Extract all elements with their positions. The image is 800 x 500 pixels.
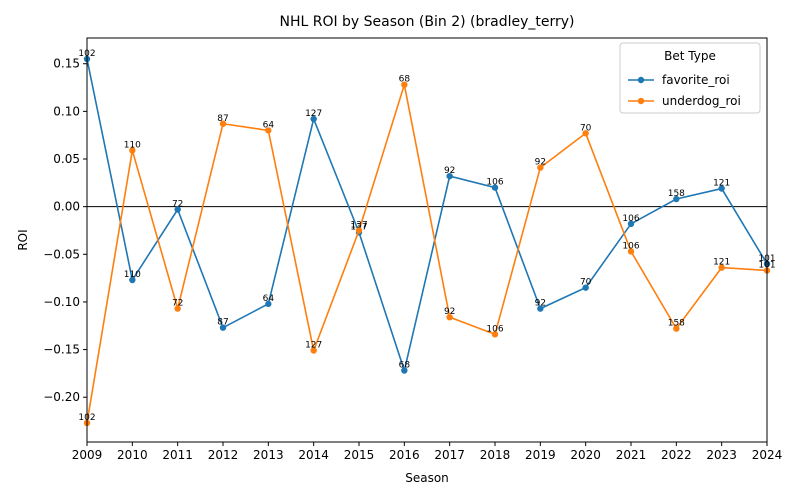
data-label: 72 xyxy=(172,200,183,210)
legend-title: Bet Type xyxy=(664,49,716,63)
legend-label-favorite_roi: favorite_roi xyxy=(662,73,730,87)
data-label: 68 xyxy=(399,361,411,371)
y-tick-label: −0.15 xyxy=(43,343,80,357)
y-axis: −0.20 −0.15 −0.10 −0.05 0.00 0.05 0.10 0.15 xyxy=(43,57,87,404)
x-tick-label: 2024 xyxy=(752,448,783,462)
data-point xyxy=(537,164,544,171)
plot-area: 1021107287641271376892106927010615812110… xyxy=(43,37,783,462)
x-tick-label: 2019 xyxy=(525,448,556,462)
data-label: 87 xyxy=(217,114,228,124)
chart-title: NHL ROI by Season (Bin 2) (bradley_terry… xyxy=(279,14,574,30)
x-tick-label: 2020 xyxy=(570,448,601,462)
x-tick-label: 2012 xyxy=(208,448,239,462)
data-label: 121 xyxy=(713,258,730,268)
legend-marker-favorite_roi xyxy=(637,76,645,84)
y-tick-label: −0.10 xyxy=(43,295,80,309)
y-tick-label: 0.00 xyxy=(53,200,80,214)
data-point xyxy=(537,305,544,312)
x-tick-label: 2023 xyxy=(706,448,737,462)
data-label: 92 xyxy=(535,158,546,168)
data-point xyxy=(129,147,136,154)
x-tick-label: 2010 xyxy=(117,448,148,462)
data-point xyxy=(174,206,181,213)
data-point xyxy=(627,248,635,255)
data-label: 64 xyxy=(263,294,275,304)
data-label: 92 xyxy=(535,299,546,309)
data-label: 121 xyxy=(713,179,730,189)
data-label: 92 xyxy=(444,166,455,176)
data-point xyxy=(401,81,408,88)
data-label: 106 xyxy=(486,324,503,334)
data-point xyxy=(446,313,453,321)
legend: Bet Type favorite_roi underdog_roi xyxy=(619,42,761,114)
data-point xyxy=(355,227,363,234)
x-tick-label: 2022 xyxy=(661,448,692,462)
x-tick-label: 2016 xyxy=(389,448,420,462)
data-label: 68 xyxy=(399,75,411,85)
y-axis-title: ROI xyxy=(16,229,30,250)
data-label: 92 xyxy=(444,307,455,317)
data-point xyxy=(446,172,453,180)
x-tick-label: 2021 xyxy=(616,448,647,462)
data-label: 158 xyxy=(668,319,685,329)
data-label: 87 xyxy=(217,318,228,328)
y-tick-label: 0.15 xyxy=(53,57,80,71)
data-label: 70 xyxy=(580,123,592,133)
x-axis: 2009 2010 2011 2012 2013 2014 2015 2016 2017 2018… xyxy=(72,442,783,462)
data-label: 72 xyxy=(172,299,183,309)
plot-frame xyxy=(86,37,768,443)
data-label: 127 xyxy=(305,109,322,119)
data-label: 137 xyxy=(350,220,367,230)
data-point xyxy=(627,220,635,228)
x-tick-label: 2009 xyxy=(72,448,103,462)
x-tick-label: 2013 xyxy=(253,448,284,462)
legend-label-underdog_roi: underdog_roi xyxy=(662,94,741,108)
data-point xyxy=(491,331,499,338)
data-point xyxy=(174,305,181,312)
x-tick-label: 2017 xyxy=(434,448,465,462)
data-label: 110 xyxy=(124,270,141,280)
legend-box xyxy=(619,42,761,114)
x-tick-label: 2015 xyxy=(344,448,375,462)
x-tick-label: 2014 xyxy=(298,448,329,462)
series-line-favorite_roi xyxy=(86,58,768,374)
data-point xyxy=(129,276,136,284)
data-point xyxy=(673,195,680,203)
data-label: 106 xyxy=(486,178,503,188)
data-point xyxy=(310,115,317,123)
data-point xyxy=(582,130,589,137)
data-point xyxy=(265,127,272,134)
data-point xyxy=(673,325,680,332)
data-label: 106 xyxy=(622,214,639,224)
y-tick-label: 0.10 xyxy=(53,104,80,118)
data-label: 110 xyxy=(124,140,141,150)
data-point xyxy=(491,184,499,191)
y-tick-label: −0.20 xyxy=(43,390,80,404)
data-label: 64 xyxy=(263,120,275,130)
data-label: 106 xyxy=(622,241,639,251)
x-axis-title: Season xyxy=(405,471,449,485)
y-tick-label: 0.05 xyxy=(53,152,80,166)
series-line-underdog_roi xyxy=(86,84,768,424)
x-tick-label: 2018 xyxy=(480,448,511,462)
data-point xyxy=(718,264,725,271)
data-point xyxy=(310,347,317,354)
y-tick-label: −0.05 xyxy=(43,247,80,261)
data-label: 127 xyxy=(305,341,322,351)
data-point xyxy=(718,185,725,192)
data-point xyxy=(401,367,408,374)
legend-items: favorite_roi underdog_roi xyxy=(628,73,741,108)
data-point xyxy=(219,120,227,127)
data-label: 70 xyxy=(580,278,592,288)
data-point xyxy=(265,300,272,308)
legend-marker-underdog_roi xyxy=(637,97,645,105)
data-point xyxy=(582,284,589,291)
x-tick-label: 2011 xyxy=(162,448,193,462)
data-point xyxy=(219,324,227,331)
data-label: 158 xyxy=(668,189,685,199)
